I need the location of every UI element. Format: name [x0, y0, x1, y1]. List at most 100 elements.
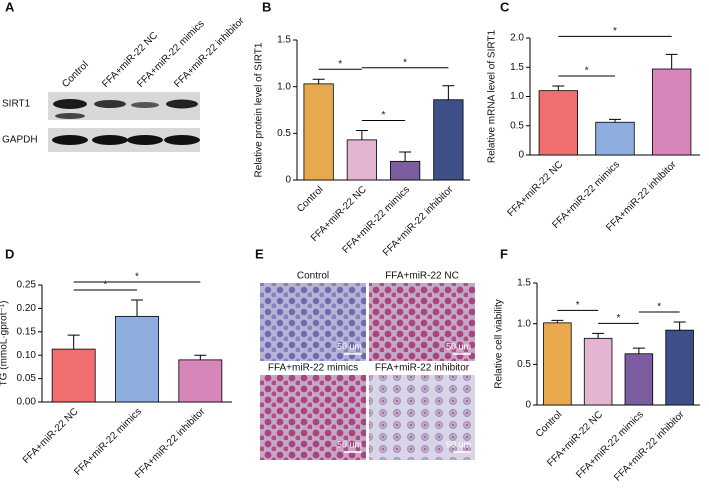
micrograph-title: FFA+miR-22 inhibitor — [375, 363, 470, 374]
bar — [595, 121, 635, 156]
significance-label: * — [338, 59, 342, 70]
error-bar — [632, 347, 645, 354]
y-axis-label: Relative protein level of SIRT1 — [254, 42, 265, 177]
significance-label: * — [103, 280, 107, 291]
y-tick-label: 1.0 — [277, 81, 291, 92]
bar — [538, 90, 578, 156]
y-axis-label: Relative mRNA level of SIRT1 — [487, 29, 498, 163]
error-bar — [399, 151, 412, 162]
significance-label: * — [657, 302, 661, 313]
significance-label: * — [585, 66, 589, 77]
error-bar — [552, 85, 565, 91]
y-tick-label: 0 — [285, 175, 291, 186]
significance-label: * — [382, 110, 386, 121]
error-bar — [67, 334, 80, 350]
y-tick-label: 0.5 — [277, 128, 291, 139]
bar — [433, 99, 464, 181]
panel-letter: C — [500, 0, 510, 14]
lane-label: Control — [60, 59, 91, 90]
band — [55, 113, 85, 119]
panel-letter: D — [5, 246, 14, 261]
band — [127, 135, 163, 145]
y-axis-label: Relative cell viability — [494, 299, 505, 388]
band — [164, 135, 200, 145]
micrograph-title: Control — [297, 271, 329, 282]
y-tick-label: 1.0 — [510, 91, 524, 102]
error-bar — [592, 332, 605, 339]
significance-label: * — [617, 313, 621, 324]
band — [94, 100, 126, 108]
x-tick-label: FFA+miR-22 NC — [505, 159, 565, 219]
y-tick-label: 0.10 — [17, 350, 37, 361]
significance-label: * — [403, 57, 407, 68]
x-tick-label: FFA+miR-22 mimics — [574, 409, 646, 481]
y-tick-label: 0.25 — [17, 280, 37, 291]
micrograph — [260, 283, 366, 361]
error-bar — [442, 85, 455, 100]
band — [52, 135, 88, 145]
panel-letter: B — [262, 0, 271, 14]
error-bar — [131, 299, 143, 317]
bar — [652, 68, 692, 156]
y-tick-label: 0.20 — [17, 303, 37, 314]
y-tick-label: 0.00 — [17, 397, 37, 408]
bar — [665, 329, 694, 406]
micrograph — [369, 283, 475, 361]
micrograph — [260, 375, 366, 460]
bar — [390, 160, 421, 181]
y-tick-label: 0.15 — [17, 326, 37, 337]
row-label: GAPDH — [2, 135, 38, 146]
significance-label: * — [613, 26, 617, 37]
y-tick-label: 1.5 — [510, 62, 524, 73]
x-tick-label: Control — [295, 184, 326, 215]
y-axis-label: TG (mmoL·gprot⁻¹) — [0, 301, 10, 387]
x-tick-label: Control — [534, 409, 565, 440]
y-tick-label: 0 — [518, 150, 524, 161]
scale-bar-label: 50 um — [337, 439, 362, 449]
y-tick-label: 1.5 — [517, 278, 531, 289]
band — [166, 99, 198, 109]
scale-bar-label: 50 um — [446, 439, 471, 449]
bar — [115, 315, 159, 403]
lane-label: FFA+miR-22 mimics — [135, 18, 207, 90]
y-tick-label: 1.5 — [277, 35, 291, 46]
y-tick-label: 1.0 — [517, 318, 531, 329]
bar — [583, 337, 613, 406]
band — [131, 102, 159, 108]
panel-letter: A — [5, 0, 15, 14]
bar — [624, 353, 654, 406]
significance-label: * — [135, 272, 139, 283]
bar — [51, 348, 96, 403]
error-bar — [551, 319, 564, 323]
significance-label: * — [576, 300, 580, 311]
bar — [303, 83, 334, 181]
lane-label: FFA+miR-22 inhibitor — [172, 15, 247, 90]
x-tick-label: FFA+miR-22 NC — [21, 406, 81, 466]
bar — [543, 322, 572, 406]
bar — [346, 139, 377, 181]
panel-letter: F — [500, 246, 508, 261]
error-bar — [194, 354, 207, 360]
micrograph-title: FFA+miR-22 NC — [385, 271, 459, 282]
micrograph-title: FFA+miR-22 mimics — [268, 363, 358, 374]
y-tick-label: 0.5 — [510, 120, 524, 131]
bar — [178, 359, 223, 403]
error-bar — [665, 53, 678, 70]
scale-bar-label: 50 um — [446, 341, 471, 351]
x-tick-label: FFA+miR-22 inhibitor — [612, 409, 687, 484]
error-bar — [673, 321, 686, 331]
band — [92, 135, 128, 145]
error-bar — [355, 130, 368, 140]
y-tick-label: 0.5 — [517, 359, 531, 370]
row-label: SIRT1 — [2, 99, 31, 110]
micrograph — [369, 375, 475, 460]
band — [53, 99, 87, 109]
y-tick-label: 2.0 — [510, 33, 524, 44]
error-bar — [312, 78, 325, 84]
x-tick-label: FFA+miR-22 inhibitor — [133, 406, 208, 481]
y-tick-label: 0.05 — [17, 373, 37, 384]
x-tick-label: FFA+miR-22 mimics — [72, 406, 144, 478]
y-tick-label: 0 — [525, 400, 531, 411]
